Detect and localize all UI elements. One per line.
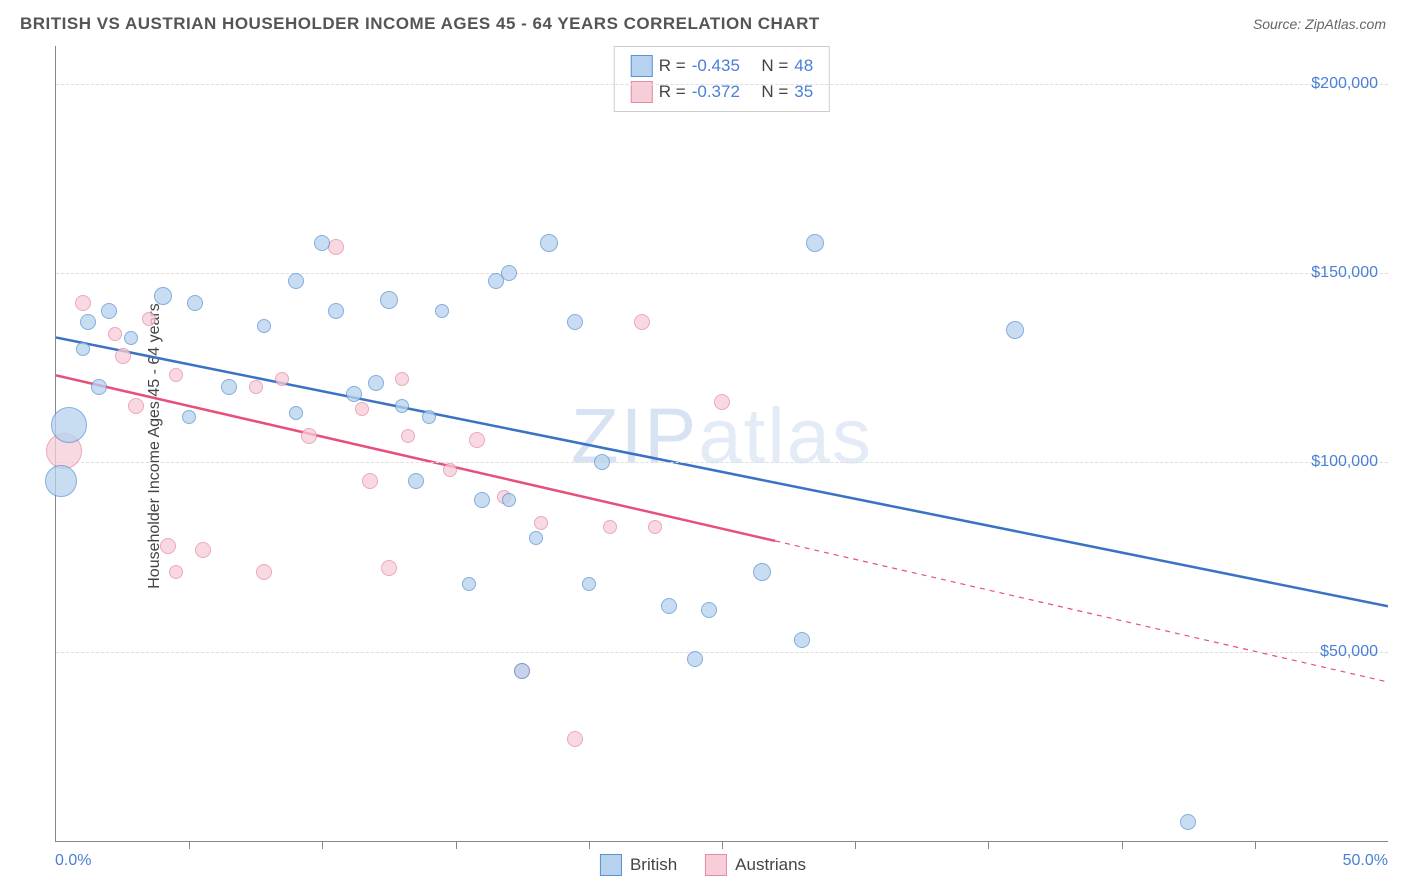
austrians-point xyxy=(381,560,397,576)
british-point xyxy=(1006,321,1024,339)
scatter-chart: ZIPatlas R = -0.435 N = 48 R = -0.372 N … xyxy=(55,46,1388,842)
austrians-point xyxy=(160,538,176,554)
austrians-point xyxy=(256,564,272,580)
british-point xyxy=(124,331,138,345)
x-tick xyxy=(322,841,323,849)
x-tick xyxy=(988,841,989,849)
british-point xyxy=(462,577,476,591)
british-point xyxy=(51,407,87,443)
x-tick xyxy=(589,841,590,849)
british-point xyxy=(594,454,610,470)
austrians-point xyxy=(648,520,662,534)
x-tick xyxy=(722,841,723,849)
correlation-legend: R = -0.435 N = 48 R = -0.372 N = 35 xyxy=(614,46,830,112)
british-point xyxy=(101,303,117,319)
austrians-point xyxy=(534,516,548,530)
british-point xyxy=(687,651,703,667)
y-tick-label: $100,000 xyxy=(1311,453,1378,471)
british-point xyxy=(76,342,90,356)
british-point xyxy=(422,410,436,424)
british-point xyxy=(380,291,398,309)
austrians-point xyxy=(75,295,91,311)
british-point xyxy=(806,234,824,252)
british-point xyxy=(540,234,558,252)
british-point xyxy=(474,492,490,508)
chart-title: BRITISH VS AUSTRIAN HOUSEHOLDER INCOME A… xyxy=(20,14,820,34)
british-swatch xyxy=(631,55,653,77)
austrians-point xyxy=(275,372,289,386)
source-attribution: Source: ZipAtlas.com xyxy=(1253,16,1386,32)
x-tick xyxy=(189,841,190,849)
austrians-point xyxy=(301,428,317,444)
gridline xyxy=(56,462,1388,463)
x-axis-max-label: 50.0% xyxy=(1343,852,1388,870)
austrians-point xyxy=(142,312,156,326)
x-tick xyxy=(456,841,457,849)
british-swatch xyxy=(600,854,622,876)
austrians-point xyxy=(169,368,183,382)
british-point xyxy=(328,303,344,319)
british-point xyxy=(221,379,237,395)
british-point xyxy=(289,406,303,420)
british-point xyxy=(567,314,583,330)
british-point xyxy=(408,473,424,489)
british-point xyxy=(529,531,543,545)
austrians-point xyxy=(443,463,457,477)
austrians-point xyxy=(249,380,263,394)
gridline xyxy=(56,273,1388,274)
british-point xyxy=(502,493,516,507)
austrians-point xyxy=(362,473,378,489)
british-point xyxy=(1180,814,1196,830)
british-point xyxy=(435,304,449,318)
series-legend: British Austrians xyxy=(600,854,806,876)
austrians-point xyxy=(634,314,650,330)
british-point xyxy=(346,386,362,402)
british-point xyxy=(257,319,271,333)
austrians-point xyxy=(355,402,369,416)
y-tick-label: $200,000 xyxy=(1311,75,1378,93)
british-point xyxy=(753,563,771,581)
british-point xyxy=(368,375,384,391)
british-point xyxy=(288,273,304,289)
austrians-point xyxy=(169,565,183,579)
british-point xyxy=(182,410,196,424)
british-point xyxy=(501,265,517,281)
british-point xyxy=(314,235,330,251)
x-tick xyxy=(1255,841,1256,849)
british-point xyxy=(794,632,810,648)
gridline xyxy=(56,84,1388,85)
austrians-point xyxy=(714,394,730,410)
x-tick xyxy=(855,841,856,849)
british-point xyxy=(187,295,203,311)
legend-item-austrians: Austrians xyxy=(705,854,806,876)
austrians-point xyxy=(567,731,583,747)
british-point xyxy=(91,379,107,395)
trend-lines xyxy=(56,46,1388,841)
austrians-point xyxy=(603,520,617,534)
british-point xyxy=(582,577,596,591)
british-point xyxy=(395,399,409,413)
x-tick xyxy=(1122,841,1123,849)
x-axis-min-label: 0.0% xyxy=(55,852,91,870)
legend-item-british: British xyxy=(600,854,677,876)
british-point xyxy=(661,598,677,614)
austrians-swatch xyxy=(705,854,727,876)
austrians-point xyxy=(195,542,211,558)
correlation-row: R = -0.435 N = 48 xyxy=(631,53,813,79)
british-point xyxy=(80,314,96,330)
british-point xyxy=(154,287,172,305)
y-tick-label: $50,000 xyxy=(1320,643,1378,661)
austrians-point xyxy=(128,398,144,414)
austrians-point xyxy=(469,432,485,448)
austrians-point xyxy=(108,327,122,341)
austrians-point xyxy=(395,372,409,386)
british-point xyxy=(45,465,77,497)
y-tick-label: $150,000 xyxy=(1311,264,1378,282)
british-point xyxy=(514,663,530,679)
austrians-point xyxy=(401,429,415,443)
austrians-point xyxy=(115,348,131,364)
british-point xyxy=(701,602,717,618)
gridline xyxy=(56,652,1388,653)
